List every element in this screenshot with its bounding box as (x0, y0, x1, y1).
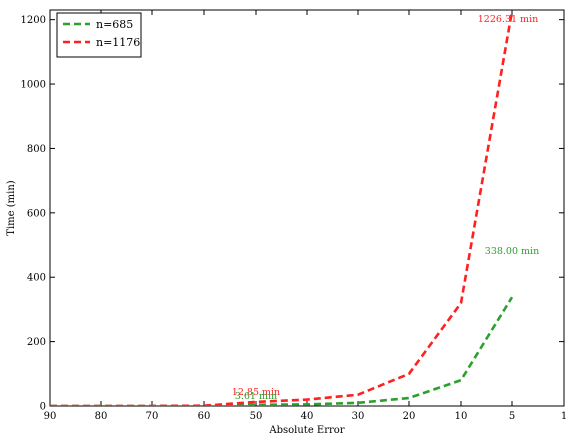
x-tick-label: 60 (198, 411, 211, 422)
series-line-1 (50, 296, 514, 406)
x-tick-label: 90 (44, 411, 57, 422)
y-tick-label: 800 (27, 144, 46, 155)
x-tick-label: 30 (352, 411, 365, 422)
x-tick-label: 20 (403, 411, 416, 422)
x-tick-label: 50 (250, 411, 263, 422)
y-tick-label: 200 (27, 337, 46, 348)
x-axis: 90 80 70 60 50 40 30 20 10 5 1 (44, 10, 567, 422)
data-label: 12.85 min (232, 387, 280, 398)
x-tick-label: 1 (561, 411, 567, 422)
y-tick-label: 1200 (21, 15, 46, 26)
x-axis-label: Absolute Error (268, 425, 344, 436)
y-tick-label: 1000 (21, 80, 46, 91)
y-axis: 0 200 400 600 800 1000 1200 (21, 15, 564, 413)
x-tick-label: 5 (509, 411, 515, 422)
series-line-2 (50, 10, 514, 406)
x-tick-label: 70 (146, 411, 159, 422)
y-axis-label: Time (min) (6, 180, 17, 235)
x-tick-label: 10 (455, 411, 468, 422)
plot-area (49, 9, 565, 407)
legend-entry: n=1176 (96, 36, 140, 49)
plot-frame (49, 9, 565, 407)
series-layer (50, 10, 514, 406)
x-tick-label: 80 (95, 411, 108, 422)
x-tick-label: 40 (301, 411, 314, 422)
data-label: 3.61 min (235, 391, 277, 402)
y-tick-label: 600 (27, 208, 46, 219)
data-label: 1226.31 min (478, 14, 538, 25)
y-tick-label: 0 (40, 402, 46, 413)
legend: n=685 n=1176 (56, 12, 142, 58)
legend-box (56, 12, 142, 58)
y-tick-label: 400 (27, 273, 46, 284)
data-label: 338.00 min (485, 246, 539, 257)
legend-entry: n=685 (96, 18, 133, 31)
